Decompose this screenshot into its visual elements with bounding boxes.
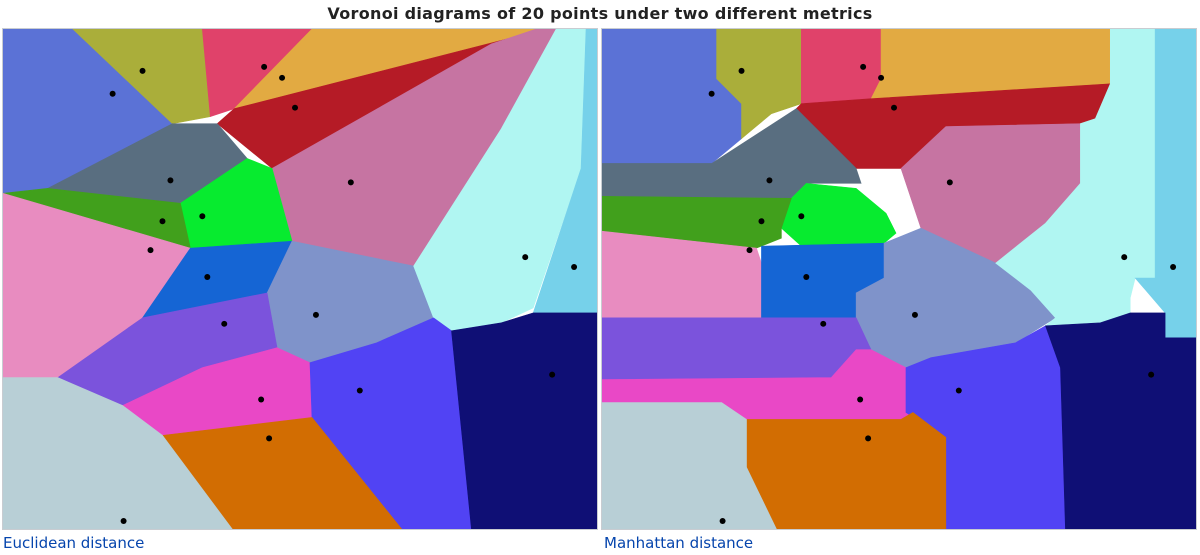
manhattan-site (820, 320, 827, 327)
euclidean-site (571, 264, 578, 271)
manhattan-site (878, 74, 885, 81)
euclidean-site (221, 320, 228, 327)
manhattan-site (798, 213, 805, 220)
manhattan-cell-15 (602, 317, 872, 380)
manhattan-site (758, 218, 765, 225)
manhattan-cell-8 (781, 183, 897, 247)
manhattan-site (766, 177, 773, 184)
euclidean-site (522, 254, 529, 261)
euclidean-site (279, 74, 286, 81)
manhattan-site (708, 90, 715, 97)
manhattan-voronoi-diagram (602, 29, 1196, 529)
manhattan-site (746, 247, 753, 254)
manhattan-caption[interactable]: Manhattan distance (604, 534, 754, 552)
manhattan-site (857, 396, 864, 403)
manhattan-site (955, 387, 962, 394)
manhattan-cell-9 (602, 196, 792, 249)
euclidean-site (266, 435, 273, 442)
manhattan-site (946, 179, 953, 186)
manhattan-cell-20 (602, 402, 777, 529)
euclidean-site (292, 104, 299, 111)
manhattan-site (911, 311, 918, 318)
euclidean-site (549, 371, 556, 378)
figure-title: Voronoi diagrams of 20 points under two … (327, 4, 873, 23)
euclidean-caption[interactable]: Euclidean distance (3, 534, 145, 552)
euclidean-voronoi-panel (2, 28, 598, 530)
manhattan-site (860, 63, 867, 70)
manhattan-site (1148, 371, 1155, 378)
manhattan-site (803, 274, 810, 280)
euclidean-site (258, 396, 265, 403)
manhattan-site (865, 435, 872, 442)
euclidean-site (167, 177, 174, 184)
manhattan-voronoi-panel (601, 28, 1197, 530)
manhattan-cell-3 (801, 29, 882, 105)
manhattan-site (891, 104, 898, 111)
manhattan-site (719, 518, 726, 525)
euclidean-site (139, 67, 146, 74)
euclidean-site (109, 90, 116, 97)
manhattan-cell-18 (1045, 312, 1196, 529)
euclidean-site (120, 518, 127, 525)
euclidean-site (147, 247, 154, 254)
euclidean-site (356, 387, 363, 394)
euclidean-site (199, 213, 206, 220)
manhattan-cell-19 (746, 412, 947, 529)
manhattan-site (738, 67, 745, 74)
manhattan-site (1121, 254, 1128, 261)
euclidean-site (204, 274, 211, 280)
manhattan-site (1170, 264, 1177, 271)
euclidean-site (261, 63, 268, 70)
euclidean-site (312, 311, 319, 318)
euclidean-cell-20 (3, 377, 233, 529)
euclidean-site (159, 218, 166, 225)
euclidean-site (347, 179, 354, 186)
euclidean-voronoi-diagram (3, 29, 597, 529)
euclidean-cell-18 (451, 312, 597, 529)
